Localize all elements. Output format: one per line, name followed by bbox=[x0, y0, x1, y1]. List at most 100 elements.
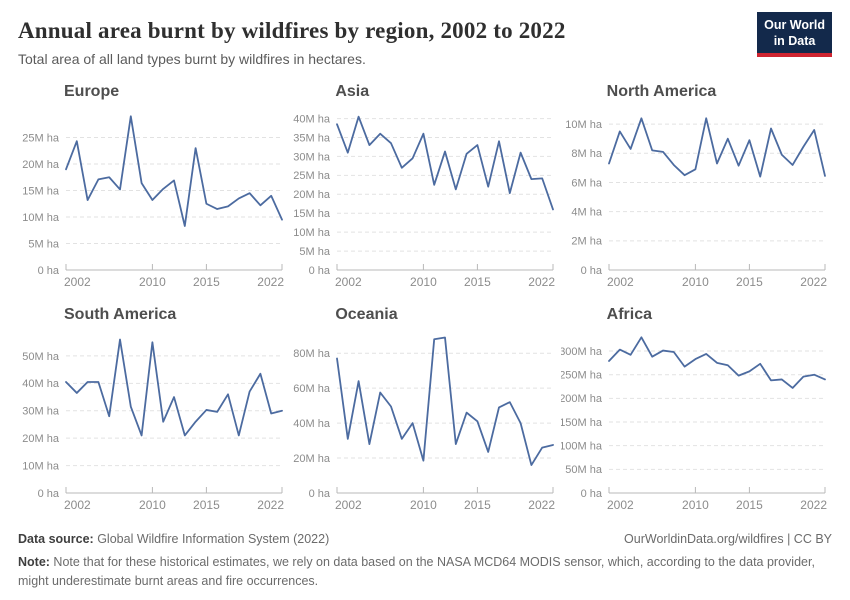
data-line bbox=[607, 336, 826, 390]
x-tick-label: 2022 bbox=[257, 275, 284, 289]
chart-panel-oceania: Oceania 0 ha 20M ha 40M ha 60M ha 80M ha 2002… bbox=[289, 305, 560, 522]
x-tick-label: 2015 bbox=[193, 275, 220, 289]
panel-title-africa: Africa bbox=[606, 306, 653, 324]
x-tick-label: 2010 bbox=[139, 498, 166, 512]
y-tick-label: 5M ha bbox=[300, 246, 331, 258]
y-tick-label: 25M ha bbox=[22, 133, 60, 145]
y-tick-label: 10M ha bbox=[294, 227, 332, 239]
chart-panel-south-america: South America 0 ha 10M ha 20M ha 30M ha 40M … bbox=[18, 305, 289, 522]
y-tick-label: 0 ha bbox=[580, 488, 602, 500]
owid-logo-line1: Our World bbox=[764, 18, 825, 32]
chart-panel-north-america: North America 0 ha 2M ha 4M ha 6M ha 8M ha 10… bbox=[561, 82, 832, 299]
line-chart-europe: 0 ha 5M ha 10M ha 15M ha 20M ha 25M ha 2002 201… bbox=[22, 115, 284, 289]
y-tick-label: 20M ha bbox=[22, 159, 60, 171]
owid-logo-line2: in Data bbox=[773, 34, 816, 49]
y-tick-label: 25M ha bbox=[294, 170, 332, 182]
y-tick-label: 50M ha bbox=[565, 465, 603, 477]
x-tick-label: 2010 bbox=[139, 275, 166, 289]
y-tick-label: 20M ha bbox=[294, 189, 332, 201]
note-text: Note that for these historical estimates… bbox=[18, 555, 815, 588]
panel-title-south-america: South America bbox=[64, 306, 177, 324]
y-tick-label: 0 ha bbox=[309, 488, 331, 500]
chart-header: Annual area burnt by wildfires by region… bbox=[18, 12, 832, 67]
chart-subtitle: Total area of all land types burnt by wi… bbox=[18, 51, 366, 67]
data-line bbox=[336, 336, 555, 467]
y-tick-label: 0 ha bbox=[309, 265, 331, 277]
y-tick-label: 30M ha bbox=[22, 406, 60, 418]
y-tick-label: 80M ha bbox=[294, 348, 332, 360]
y-tick-label: 300M ha bbox=[561, 346, 603, 358]
x-tick-label: 2022 bbox=[529, 498, 556, 512]
data-line bbox=[65, 338, 283, 437]
attribution-link[interactable]: OurWorldinData.org/wildfires | CC BY bbox=[624, 532, 832, 547]
y-tick-label: 60M ha bbox=[294, 383, 332, 395]
y-tick-label: 20M ha bbox=[294, 453, 332, 465]
charts-grid: Europe 0 ha 5M ha 10M ha 15M ha 20M ha 25M ha… bbox=[18, 82, 832, 522]
x-tick-label: 2002 bbox=[335, 275, 362, 289]
y-tick-label: 5M ha bbox=[28, 239, 59, 251]
chart-note: Note: Note that for these historical est… bbox=[18, 553, 832, 589]
x-tick-label: 2002 bbox=[607, 275, 634, 289]
panel-title-europe: Europe bbox=[64, 83, 120, 100]
y-tick-label: 150M ha bbox=[561, 417, 603, 429]
chart-panel-asia: Asia 0 ha 5M ha 10M ha 15M ha 20M ha 25M ha 30… bbox=[289, 82, 560, 299]
y-tick-label: 200M ha bbox=[561, 394, 603, 406]
panel-title-asia: Asia bbox=[335, 83, 370, 100]
x-tick-label: 2002 bbox=[64, 275, 91, 289]
x-tick-label: 2010 bbox=[410, 275, 437, 289]
x-tick-label: 2002 bbox=[335, 498, 362, 512]
chart-panel-africa: Africa 0 ha 50M ha 100M ha 150M ha 200M ha 25… bbox=[561, 305, 832, 522]
x-tick-label: 2022 bbox=[257, 498, 284, 512]
data-source: Data source: Global Wildfire Information… bbox=[18, 532, 329, 546]
y-tick-label: 40M ha bbox=[294, 114, 332, 126]
panel-title-oceania: Oceania bbox=[335, 306, 398, 324]
x-tick-label: 2015 bbox=[736, 275, 763, 289]
y-tick-label: 8M ha bbox=[571, 148, 602, 160]
y-tick-label: 0 ha bbox=[38, 488, 60, 500]
y-tick-label: 50M ha bbox=[22, 351, 60, 363]
y-tick-label: 0 ha bbox=[38, 265, 60, 277]
x-tick-label: 2015 bbox=[464, 498, 491, 512]
x-tick-label: 2022 bbox=[800, 498, 827, 512]
x-tick-label: 2010 bbox=[682, 498, 709, 512]
x-tick-label: 2015 bbox=[736, 498, 763, 512]
y-tick-label: 10M ha bbox=[22, 212, 60, 224]
data-line bbox=[65, 115, 283, 228]
y-tick-label: 2M ha bbox=[571, 236, 602, 248]
y-tick-label: 6M ha bbox=[571, 178, 602, 190]
x-tick-label: 2022 bbox=[800, 275, 827, 289]
note-label: Note: bbox=[18, 555, 50, 570]
data-source-text: Global Wildfire Information System (2022… bbox=[93, 532, 330, 547]
y-tick-label: 40M ha bbox=[22, 379, 60, 391]
chart-footer: Data source: Global Wildfire Information… bbox=[18, 532, 832, 589]
data-line bbox=[336, 115, 555, 211]
page-title: Annual area burnt by wildfires by region… bbox=[18, 18, 566, 43]
line-chart-south-america: 0 ha 10M ha 20M ha 30M ha 40M ha 50M ha 2002 20… bbox=[22, 338, 284, 512]
y-tick-label: 30M ha bbox=[294, 151, 332, 163]
x-tick-label: 2002 bbox=[607, 498, 634, 512]
data-line bbox=[607, 117, 826, 178]
y-tick-label: 10M ha bbox=[565, 119, 603, 131]
y-tick-label: 0 ha bbox=[580, 265, 602, 277]
line-chart-oceania: 0 ha 20M ha 40M ha 60M ha 80M ha 2002 2010 2015… bbox=[294, 336, 556, 512]
x-tick-label: 2010 bbox=[410, 498, 437, 512]
x-tick-label: 2015 bbox=[193, 498, 220, 512]
y-tick-label: 20M ha bbox=[22, 433, 60, 445]
chart-panel-europe: Europe 0 ha 5M ha 10M ha 15M ha 20M ha 25M ha… bbox=[18, 82, 289, 299]
y-tick-label: 35M ha bbox=[294, 133, 332, 145]
y-tick-label: 4M ha bbox=[571, 207, 602, 219]
y-tick-label: 40M ha bbox=[294, 418, 332, 430]
x-tick-label: 2022 bbox=[529, 275, 556, 289]
y-tick-label: 15M ha bbox=[22, 186, 60, 198]
y-tick-label: 250M ha bbox=[561, 370, 603, 382]
line-chart-africa: 0 ha 50M ha 100M ha 150M ha 200M ha 250M ha 30… bbox=[561, 336, 827, 512]
owid-logo[interactable]: Our World in Data bbox=[757, 12, 832, 57]
x-tick-label: 2015 bbox=[464, 275, 491, 289]
y-tick-label: 15M ha bbox=[294, 208, 332, 220]
y-tick-label: 10M ha bbox=[22, 461, 60, 473]
x-tick-label: 2002 bbox=[64, 498, 91, 512]
panel-title-north-america: North America bbox=[606, 83, 717, 100]
line-chart-north-america: 0 ha 2M ha 4M ha 6M ha 8M ha 10M ha 2002 2010 20… bbox=[565, 117, 827, 289]
y-tick-label: 100M ha bbox=[561, 441, 603, 453]
